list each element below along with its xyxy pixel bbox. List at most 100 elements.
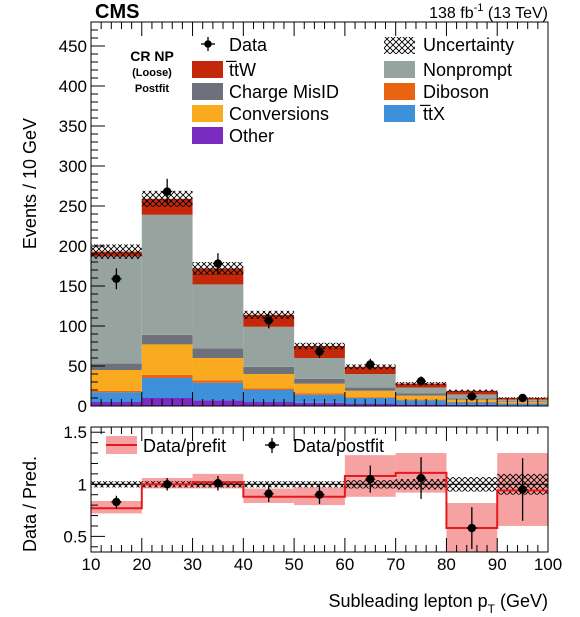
- ratio-y-axis: 0.5 1 1.5: [63, 423, 105, 548]
- ratio-xtick-8: 90: [488, 555, 507, 574]
- ratio-ytick-2: 1.5: [63, 423, 87, 442]
- ratio-xtick-3: 40: [234, 555, 253, 574]
- bar-charge_misid-bin-3: [243, 366, 295, 374]
- main-ytick-7: 350: [59, 117, 87, 136]
- region-line-3: Postfit: [135, 83, 170, 95]
- bar-nonprompt-bin-3: [243, 326, 295, 367]
- main-panel: 0 50 100 150 200 250 300 350 400 450 Events / 10 …: [20, 21, 549, 416]
- data-point-5: [365, 358, 376, 370]
- data-point-0: [111, 268, 122, 290]
- bar-conversions-bin-2: [192, 358, 244, 381]
- main-ytick-1: 50: [68, 357, 87, 376]
- legend-other: Other: [192, 126, 274, 146]
- data-point-2: [212, 253, 223, 274]
- legend-ttw: t̅tW: [192, 60, 256, 80]
- bar-nonprompt-bin-4: [294, 358, 345, 379]
- ratio-x-label: Subleading lepton pT (GeV): [329, 591, 549, 616]
- svg-text:t̅tX: t̅tX: [419, 104, 445, 124]
- bar-other-bin-2: [192, 400, 244, 406]
- ratio-xtick-1: 20: [132, 555, 151, 574]
- bar-conversions-bin-5: [344, 390, 396, 398]
- postfit-point-0: [111, 495, 122, 509]
- postfit-points: [111, 457, 528, 549]
- bar-ttX-bin-4: [294, 394, 345, 403]
- ratio-xtick-4: 50: [285, 555, 304, 574]
- bar-diboson-bin-1: [141, 374, 193, 378]
- prefit-step-line: [91, 471, 548, 530]
- bar-ttX-bin-5: [344, 398, 396, 404]
- legend-data: Data: [201, 35, 268, 55]
- main-ytick-3: 150: [59, 277, 87, 296]
- bar-nonprompt-bin-6: [395, 387, 447, 394]
- stacked-histogram: [91, 198, 548, 406]
- data-point-3: [263, 312, 274, 329]
- postfit-point-7: [466, 507, 477, 549]
- svg-text:Conversions: Conversions: [229, 104, 329, 124]
- region-label: CR NP (Loose) Postfit: [130, 48, 174, 95]
- bar-conversions-bin-3: [243, 374, 295, 389]
- xlabel-sub: T: [488, 602, 496, 616]
- main-ytick-9: 450: [59, 37, 87, 56]
- bar-conversions-bin-4: [294, 383, 345, 394]
- svg-text:Data/prefit: Data/prefit: [143, 436, 226, 456]
- bar-charge_misid-bin-1: [141, 334, 193, 345]
- legend-nonprompt: Nonprompt: [384, 60, 512, 80]
- legend-postfit: Data/postfit: [265, 436, 384, 456]
- postfit-point-6: [416, 457, 427, 499]
- uncertainty-bin-7: [446, 389, 498, 392]
- bar-conversions-bin-8: [497, 401, 548, 404]
- svg-text:Data: Data: [229, 35, 268, 55]
- uncertainty-bin-0: [91, 244, 142, 259]
- legend-charge-misid: Charge MisID: [192, 82, 339, 102]
- legend-diboson: Diboson: [384, 82, 489, 102]
- ratio-frame: [90, 426, 549, 553]
- ratio-ytick-0: 0.5: [63, 527, 87, 546]
- main-x-ticks: [90, 22, 549, 406]
- postfit-point-3: [263, 485, 274, 502]
- main-ytick-8: 400: [59, 77, 87, 96]
- ratio-ytick-1: 1: [78, 475, 87, 494]
- legend-uncertainty: Uncertainty: [384, 35, 514, 55]
- svg-text:Data/postfit: Data/postfit: [293, 436, 384, 456]
- experiment-label: CMS: [95, 1, 139, 23]
- xlabel-main: Subleading lepton p: [329, 591, 488, 611]
- main-y-label: Events / 10 GeV: [20, 118, 40, 249]
- bar-other-bin-4: [294, 402, 345, 406]
- bar-charge_misid-bin-5: [344, 387, 396, 391]
- bar-conversions-bin-0: [91, 370, 142, 391]
- bar-diboson-bin-0: [91, 390, 142, 393]
- bar-conversions-bin-6: [395, 395, 447, 400]
- bar-ttX-bin-0: [91, 392, 142, 402]
- ratio-xtick-7: 80: [437, 555, 456, 574]
- bar-ttX-bin-7: [446, 402, 498, 405]
- svg-text:Uncertainty: Uncertainty: [423, 35, 514, 55]
- region-line-2: (Loose): [132, 67, 172, 79]
- ratio-xtick-0: 10: [82, 555, 101, 574]
- svg-text:Other: Other: [229, 126, 274, 146]
- bar-ttX-bin-2: [192, 382, 244, 401]
- bar-charge_misid-bin-2: [192, 348, 244, 358]
- bar-charge_misid-bin-0: [91, 363, 142, 370]
- ratio-x-axis: 10 20 30 40 50 60 70 80 90 100: [82, 427, 562, 574]
- postfit-point-1: [162, 478, 173, 491]
- lumi-energy: (13 TeV): [483, 5, 548, 22]
- bar-diboson-bin-2: [192, 380, 244, 383]
- bar-other-bin-0: [91, 402, 142, 406]
- bar-other-bin-6: [395, 404, 447, 406]
- legend-ttx: t̅tX: [384, 104, 445, 124]
- main-y-axis: 0 50 100 150 200 250 300 350 400 450: [59, 29, 105, 416]
- ratio-xtick-9: 100: [534, 555, 562, 574]
- bar-diboson-bin-5: [344, 397, 396, 398]
- lumi-exponent: -1: [474, 2, 484, 14]
- data-point-6: [416, 376, 427, 386]
- bar-conversions-bin-7: [446, 399, 498, 402]
- postfit-point-5: [365, 465, 376, 493]
- bar-diboson-bin-6: [395, 399, 447, 401]
- bar-nonprompt-bin-5: [344, 374, 396, 388]
- bar-diboson-bin-4: [294, 393, 345, 395]
- bar-other-bin-3: [243, 402, 295, 406]
- postfit-point-4: [314, 485, 325, 505]
- data-point-1: [162, 178, 173, 205]
- bar-other-bin-5: [344, 403, 396, 406]
- ratio-xtick-6: 70: [386, 555, 405, 574]
